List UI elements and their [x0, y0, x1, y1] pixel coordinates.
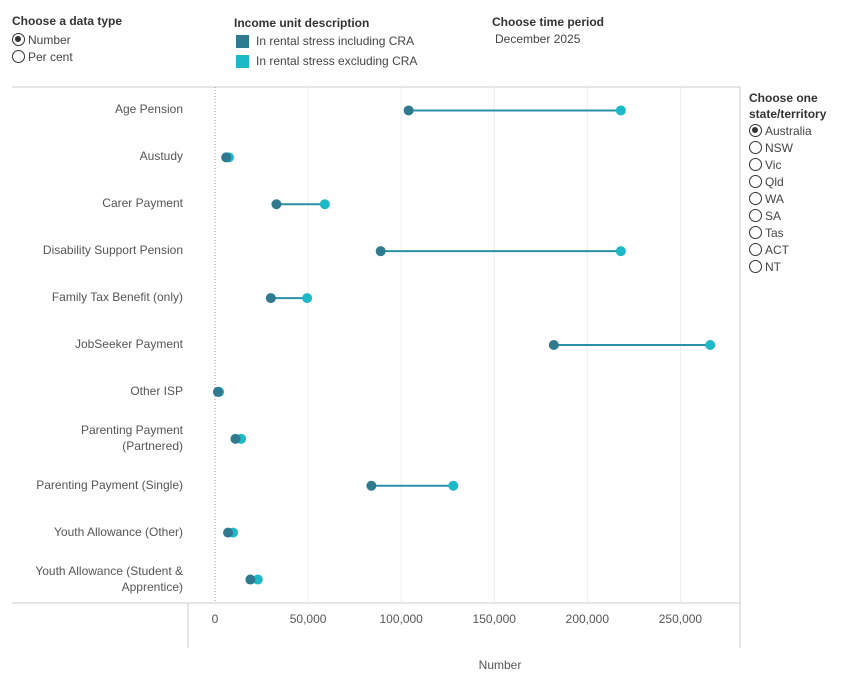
dot: [221, 152, 232, 163]
x-tick-label: 200,000: [566, 612, 610, 626]
x-tick-label: 100,000: [379, 612, 423, 626]
radio-option[interactable]: Number: [12, 31, 73, 48]
y-tick-label: Austudy: [139, 149, 183, 164]
radio-group: Australia NSW Vic Qld WA SA Tas ACT NT: [749, 122, 812, 275]
y-tick-label: JobSeeker Payment: [74, 337, 183, 351]
x-axis-title: Number: [479, 658, 522, 672]
y-tick-label: Other ISP: [130, 383, 183, 398]
dot: [252, 574, 263, 585]
radio-option[interactable]: WA: [749, 190, 812, 207]
legend-swatch[interactable]: [236, 34, 249, 48]
x-tick-label: 50,000: [290, 612, 327, 626]
radio-option[interactable]: Vic: [749, 156, 812, 173]
radio-option[interactable]: Qld: [749, 173, 812, 190]
y-tick-label: Family Tax Benefit (only): [51, 290, 183, 305]
radio-label[interactable]: Qld: [765, 174, 784, 189]
dot: [403, 105, 414, 116]
dot: [319, 199, 330, 210]
radio-button[interactable]: [12, 50, 25, 63]
y-tick-label: Parenting Payment (Single): [36, 477, 183, 492]
radio-option[interactable]: Australia: [749, 122, 812, 139]
x-tick-label: 250,000: [659, 612, 703, 626]
y-tick-label: Carer Payment: [102, 196, 183, 211]
dot: [223, 527, 234, 538]
radio-label[interactable]: Vic: [765, 157, 782, 172]
x-tick-label: 150,000: [473, 612, 517, 626]
y-tick-label: Parenting Payment (Partnered): [80, 422, 183, 453]
legend-swatch[interactable]: [236, 54, 249, 68]
dot: [271, 199, 282, 210]
legend-title: Income unit description: [234, 16, 370, 30]
radio-label[interactable]: WA: [765, 191, 784, 206]
dot: [212, 386, 223, 397]
radio-option[interactable]: Per cent: [12, 48, 73, 65]
y-tick-label: Youth Allowance (Other): [54, 524, 183, 539]
legend-entry[interactable]: In rental stress excluding CRA: [236, 51, 417, 71]
legend: In rental stress including CRA In rental …: [236, 31, 417, 71]
radio-label[interactable]: NSW: [765, 140, 793, 155]
dot: [245, 574, 256, 585]
dot: [548, 340, 559, 350]
control-title: Choose a data type: [12, 14, 123, 28]
dot: [265, 293, 276, 304]
radio-button[interactable]: [749, 158, 762, 171]
radio-label[interactable]: NT: [765, 259, 781, 274]
control-title: Choose time period: [492, 15, 605, 29]
y-tick-label: Disability Support Pension: [42, 243, 183, 258]
dot: [230, 433, 241, 444]
radio-group: Number Per cent: [12, 31, 73, 65]
radio-label[interactable]: Tas: [765, 225, 784, 240]
radio-label[interactable]: Australia: [765, 123, 812, 138]
radio-label[interactable]: Number: [28, 32, 71, 47]
dot: [615, 246, 626, 257]
legend-label[interactable]: In rental stress including CRA: [256, 34, 415, 48]
dot: [302, 293, 313, 304]
dot: [615, 105, 626, 116]
legend-label[interactable]: In rental stress excluding CRA: [256, 54, 418, 68]
x-tick-label: 0: [212, 612, 219, 626]
dot: [375, 246, 386, 257]
dot: [366, 480, 377, 491]
radio-option[interactable]: Tas: [749, 224, 812, 241]
legend-entry[interactable]: In rental stress including CRA: [236, 31, 417, 51]
y-tick-label: Age Pension: [114, 102, 183, 117]
radio-button[interactable]: [12, 33, 25, 46]
radio-button[interactable]: [749, 209, 762, 222]
radio-option[interactable]: ACT: [749, 241, 812, 258]
radio-button[interactable]: [749, 192, 762, 205]
control-value[interactable]: December 2025: [495, 32, 581, 46]
dot: [705, 340, 716, 350]
radio-button[interactable]: [749, 243, 762, 256]
radio-label[interactable]: Per cent: [28, 49, 73, 64]
radio-label[interactable]: ACT: [765, 242, 789, 257]
radio-button[interactable]: [749, 175, 762, 188]
radio-option[interactable]: NT: [749, 258, 812, 275]
radio-label[interactable]: SA: [765, 208, 782, 223]
dot: [448, 480, 459, 491]
radio-button[interactable]: [749, 260, 762, 273]
radio-button[interactable]: [749, 141, 762, 154]
radio-option[interactable]: NSW: [749, 139, 812, 156]
radio-button[interactable]: [749, 226, 762, 239]
radio-option[interactable]: SA: [749, 207, 812, 224]
control-title: Choose one state/territory: [749, 91, 827, 121]
radio-button[interactable]: [749, 124, 762, 137]
y-tick-label: Youth Allowance (Student & Apprentice): [35, 563, 183, 594]
